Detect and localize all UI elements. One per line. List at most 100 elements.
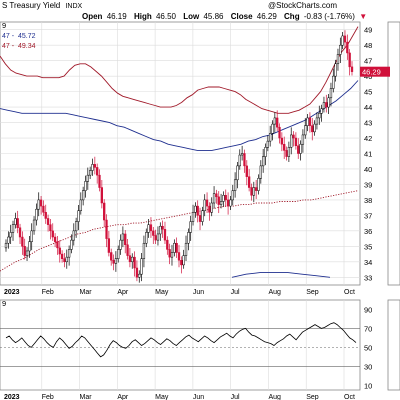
candle-body [114,258,118,264]
candle-body [210,202,213,213]
candle [208,202,211,221]
candle-body [98,174,101,188]
y-tick-label: 39 [364,180,372,189]
candle-body [322,102,326,109]
candle [262,149,265,173]
ohlc-readout: Open 46.19 High 46.50 Low 45.86 Close 46… [82,12,367,21]
candle [39,196,43,215]
candle [240,145,244,161]
candle [91,158,94,176]
candle [182,249,185,269]
candle [329,82,333,107]
candle [283,136,286,159]
candle-body [217,196,220,205]
candle-body [39,199,43,207]
x-tick-label-lower: May [155,394,169,400]
y-tick-label: 42 [364,134,372,143]
candle-body [273,117,277,125]
candle-body [264,147,267,157]
candle-body [187,232,190,244]
candle [140,252,143,282]
candle-body [269,133,272,142]
candle [336,48,340,71]
legend-line-2: 47 - 45.72 [2,33,36,40]
candle [53,233,57,248]
candle-body [343,35,347,43]
candle [259,160,262,184]
candle [98,169,101,192]
candle [187,228,190,251]
dotted-average-line [0,190,359,272]
candle [287,141,291,163]
watermark: @StockCharts.com [268,1,337,10]
candle-body [21,236,24,247]
x-tick-label-lower: Aug [268,394,281,400]
blue-average-line [0,80,359,151]
candle-body [226,199,230,207]
candle-body [74,221,78,232]
rsi-panel-frame [0,299,361,391]
candle-body [224,195,227,201]
candle-body [77,210,80,222]
candle [107,231,111,257]
candle-body [138,273,141,278]
candle [224,189,227,207]
candle [243,149,246,173]
y-tick-label: 41 [364,150,372,159]
candle [264,143,267,166]
candle [184,235,188,262]
candle [154,229,157,245]
side-rsi-frame [387,299,400,391]
candle-body [107,238,111,253]
candle-body [311,125,314,133]
candle-body [348,52,351,68]
candle-body [124,233,127,246]
candle [205,192,209,214]
candle [219,193,223,209]
candle-body [245,165,248,177]
candle [346,34,349,60]
candle-body [329,88,333,99]
candle-body [299,143,302,154]
candle [290,127,293,155]
candle [79,192,82,215]
candle-body [91,164,94,171]
candle [226,192,230,215]
candle-body [304,125,307,136]
candle [322,96,326,113]
candle-body [233,179,237,191]
candle [315,112,319,130]
candle [320,104,323,122]
candle [350,61,354,76]
candle-body [121,233,125,241]
candle-body [4,242,8,249]
candle [124,230,127,254]
candle [254,179,258,200]
candle [56,235,59,255]
candle-body [93,164,96,168]
candle-body [238,154,241,167]
y-tick-label: 48 [364,41,372,50]
candle-body [9,232,12,238]
candle [276,110,279,132]
candle-body [86,174,89,182]
candle-body [28,241,31,252]
candle-body [30,230,33,242]
candle [103,199,106,227]
side-panel-frame [387,21,400,286]
candle [280,132,284,152]
candle-body [145,232,148,244]
x-tick-label: Mar [80,289,93,296]
candle [32,216,36,235]
candle-body [313,123,316,133]
x-tick-label-lower: Mar [80,394,93,400]
candle-body [49,224,52,232]
candle-body [219,201,223,205]
x-tick-label-lower: 2023 [4,394,20,400]
candle-body [147,224,150,233]
candle [292,131,295,147]
rsi-y-tick-label: 50 [364,343,372,352]
candle-body [70,239,73,250]
candle-body [201,210,204,222]
candle [152,226,155,245]
